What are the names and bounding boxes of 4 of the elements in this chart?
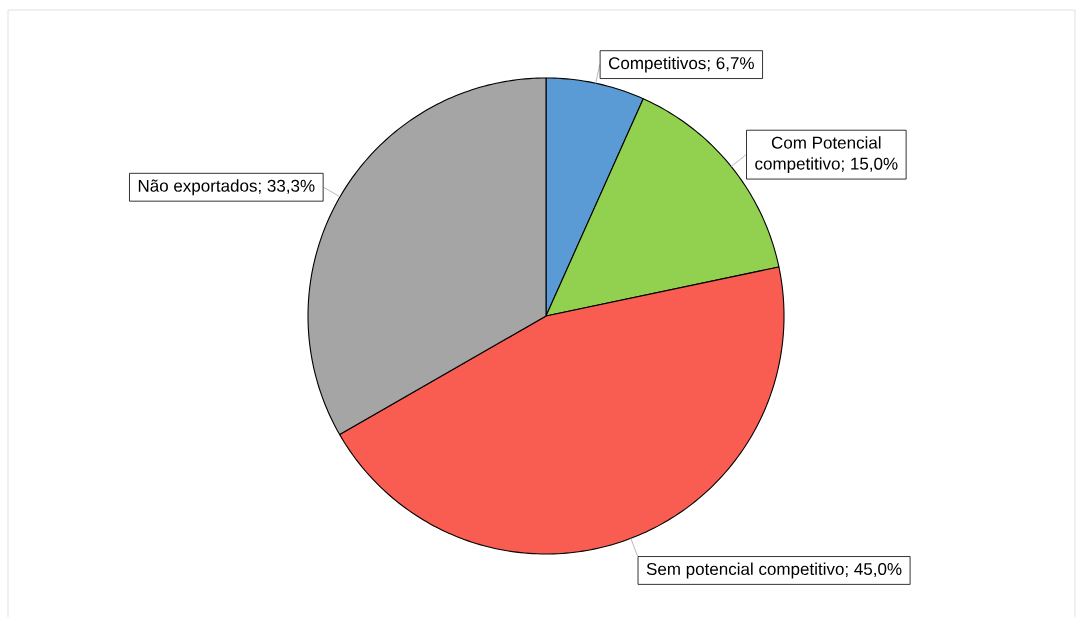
slice-label: Com Potencial competitivo; 15,0% <box>755 136 898 174</box>
slice-label: Sem potencial competitivo; 45,0% <box>646 562 902 579</box>
slice-label: Competitivos; 6,7% <box>608 56 754 73</box>
slice-label: Não exportados; 33,3% <box>138 179 315 196</box>
